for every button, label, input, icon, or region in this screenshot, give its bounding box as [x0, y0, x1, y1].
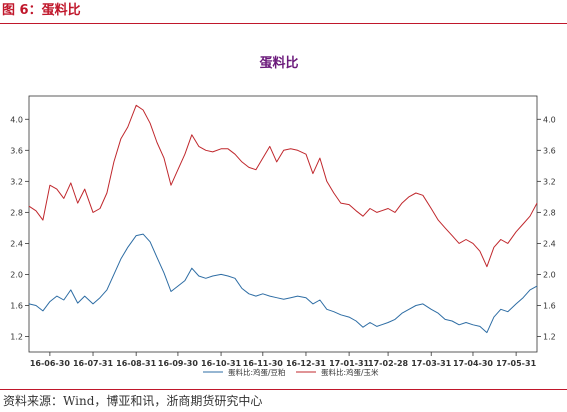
left-y-tick-label: 3.6	[10, 146, 23, 155]
right-y-tick-label: 2.0	[543, 270, 556, 279]
series-line-corn	[28, 104, 538, 268]
left-y-tick-label: 1.6	[10, 301, 23, 310]
footer-divider	[0, 389, 567, 390]
x-tick-label: 16-11-30	[243, 359, 283, 368]
x-tick-label: 16-07-31	[73, 359, 113, 368]
series-layer	[28, 104, 538, 334]
x-tick-label: 16-10-31	[201, 359, 241, 368]
left-y-tick-label: 3.2	[10, 177, 23, 186]
left-y-tick-label: 2.4	[10, 239, 23, 248]
right-y-axis: 1.2 1.6 2.0 2.4 2.8 3.2 3.6 4.0	[537, 115, 556, 341]
left-y-tick-label: 2.8	[10, 208, 23, 217]
chart: 蛋料比 1.2 1.6 2.0 2.4 2.8 3.2 3.6 4.0 1.2 1.6 2.0 2.…	[10, 55, 556, 377]
right-y-tick-label: 2.4	[543, 239, 556, 248]
x-tick-label: 17-04-30	[453, 359, 493, 368]
right-y-tick-label: 3.6	[543, 146, 556, 155]
right-y-tick-label: 3.2	[543, 177, 556, 186]
left-y-tick-label: 2.0	[10, 270, 23, 279]
right-y-tick-label: 1.6	[543, 301, 556, 310]
legend-label-soymeal: 蛋料比:鸡蛋/豆粕	[228, 367, 286, 377]
chart-title: 蛋料比	[259, 55, 298, 71]
x-tick-label: 17-03-31	[411, 359, 451, 368]
left-y-axis: 1.2 1.6 2.0 2.4 2.8 3.2 3.6 4.0	[10, 115, 29, 341]
x-tick-label: 16-12-31	[286, 359, 326, 368]
plot-frame	[28, 95, 538, 353]
legend: 蛋料比:鸡蛋/豆粕 蛋料比:鸡蛋/玉米	[203, 367, 379, 377]
source-note: 资料来源：Wind，博亚和讯，浙商期货研究中心	[3, 394, 263, 408]
right-y-tick-label: 2.8	[543, 208, 556, 217]
left-y-tick-label: 1.2	[10, 332, 23, 341]
header-divider	[0, 23, 567, 24]
series-line-soymeal	[28, 233, 538, 334]
right-y-tick-label: 1.2	[543, 332, 556, 341]
x-tick-label: 16-06-30	[30, 359, 70, 368]
x-tick-label: 16-08-31	[116, 359, 156, 368]
x-tick-label: 17-02-28	[368, 359, 408, 368]
legend-label-corn: 蛋料比:鸡蛋/玉米	[321, 367, 379, 377]
x-tick-label: 16-09-30	[158, 359, 198, 368]
left-y-tick-label: 4.0	[10, 115, 23, 124]
x-tick-label: 17-01-31	[329, 359, 369, 368]
figure-title: 图 6：蛋料比	[2, 3, 81, 18]
x-tick-label: 17-05-31	[496, 359, 536, 368]
right-y-tick-label: 4.0	[543, 115, 556, 124]
x-axis: 16-06-30 16-07-31 16-08-31 16-09-30 16-10-31…	[30, 352, 537, 368]
